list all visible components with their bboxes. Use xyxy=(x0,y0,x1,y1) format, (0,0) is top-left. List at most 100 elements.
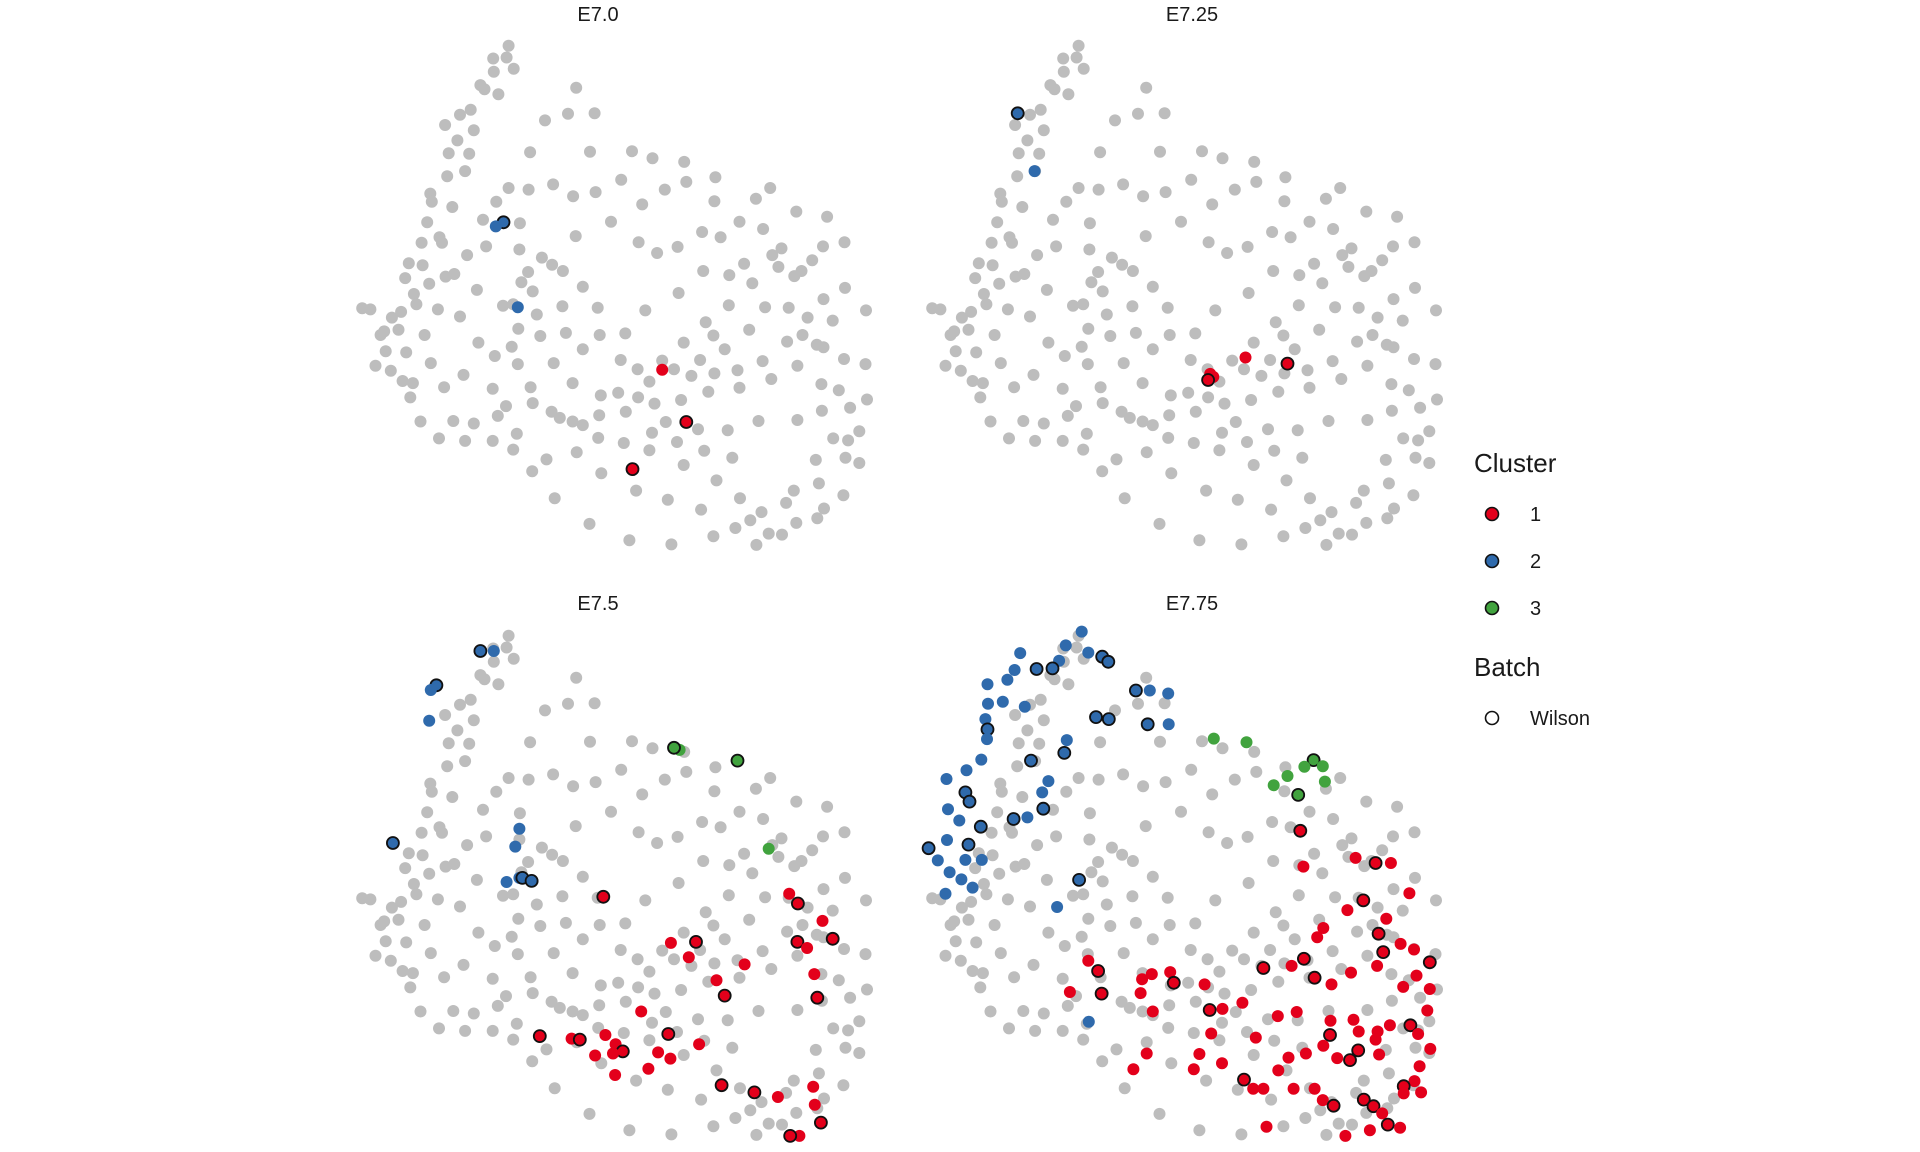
background-point xyxy=(1003,1022,1015,1035)
background-point xyxy=(744,514,757,527)
background-point xyxy=(1226,354,1239,367)
background-point xyxy=(1067,299,1079,312)
background-point xyxy=(421,216,434,229)
background-point xyxy=(1132,107,1144,120)
background-point xyxy=(722,889,735,902)
cluster-1-point xyxy=(1082,954,1095,967)
background-point xyxy=(631,363,644,376)
background-point xyxy=(415,826,428,839)
cluster-1-point xyxy=(642,1062,655,1075)
background-point xyxy=(976,377,989,390)
background-point xyxy=(1185,763,1198,776)
background-point xyxy=(675,394,688,406)
background-point xyxy=(1262,423,1274,436)
background-point xyxy=(421,806,434,819)
cluster-2-point-wilson xyxy=(473,644,488,658)
background-point xyxy=(791,359,804,372)
background-point xyxy=(1077,443,1090,456)
background-point xyxy=(646,426,658,439)
background-point xyxy=(1409,1041,1422,1054)
background-point xyxy=(721,424,734,437)
background-point xyxy=(646,1016,658,1029)
background-point xyxy=(414,415,427,428)
cluster-2-point xyxy=(943,866,956,879)
background-point xyxy=(1325,506,1338,519)
cluster-1-point xyxy=(783,887,796,900)
facet-title-e7-5: E7.5 xyxy=(577,593,618,615)
background-point xyxy=(661,1083,674,1096)
background-point xyxy=(1241,1026,1253,1038)
background-point xyxy=(668,953,680,966)
background-point xyxy=(526,465,539,478)
background-point xyxy=(994,357,1007,370)
background-point xyxy=(1061,409,1074,422)
legend-title-cluster: Cluster xyxy=(1474,448,1557,478)
background-point xyxy=(842,1024,855,1037)
background-point xyxy=(1075,930,1088,943)
background-point xyxy=(685,369,698,382)
background-point xyxy=(406,377,419,390)
background-point xyxy=(364,893,377,906)
background-point xyxy=(1037,417,1050,430)
cluster-2-point xyxy=(959,853,972,866)
background-point xyxy=(839,871,851,884)
background-point xyxy=(772,850,785,863)
facet-panel-e7-0: E7.0 xyxy=(356,4,873,551)
background-point xyxy=(677,336,690,349)
background-point xyxy=(1242,877,1255,889)
cluster-2-point-wilson xyxy=(524,874,539,888)
background-point xyxy=(746,867,759,880)
background-point xyxy=(954,364,967,377)
background-point xyxy=(478,83,491,96)
background-point xyxy=(548,1082,561,1095)
background-point xyxy=(1008,381,1021,394)
background-point xyxy=(944,919,957,931)
background-point xyxy=(1241,830,1254,843)
background-point xyxy=(507,1033,520,1046)
background-point xyxy=(1159,776,1172,789)
background-point xyxy=(665,1128,678,1141)
background-point xyxy=(1387,293,1400,306)
background-point xyxy=(472,336,485,349)
background-point xyxy=(1335,373,1348,385)
background-point xyxy=(1153,517,1166,530)
background-point xyxy=(547,357,560,370)
background-point xyxy=(1264,944,1277,956)
background-point xyxy=(1408,826,1421,839)
background-point xyxy=(1070,400,1082,413)
background-point xyxy=(772,260,785,273)
background-point xyxy=(1303,381,1316,394)
legend-label-cluster-1: 1 xyxy=(1530,504,1541,526)
background-point xyxy=(757,223,770,235)
background-point xyxy=(817,883,830,896)
background-point xyxy=(1202,826,1215,839)
cluster-1-point xyxy=(808,968,821,981)
background-point xyxy=(1162,1021,1175,1034)
background-point xyxy=(1408,236,1421,249)
background-point xyxy=(658,773,671,786)
background-point xyxy=(1229,1006,1242,1018)
background-point xyxy=(1308,847,1321,860)
background-point xyxy=(1040,283,1053,296)
background-point xyxy=(535,841,548,854)
background-point xyxy=(1202,236,1215,249)
background-point xyxy=(487,52,500,65)
background-point xyxy=(511,358,524,371)
background-point xyxy=(472,926,485,939)
cluster-1-point-wilson xyxy=(1368,856,1383,870)
cluster-2-point xyxy=(1082,1015,1095,1028)
background-point xyxy=(1238,953,1250,966)
background-point xyxy=(1379,453,1392,466)
cluster-2-point xyxy=(953,814,966,827)
background-point xyxy=(570,81,583,94)
cluster-1-point xyxy=(816,914,829,927)
background-point xyxy=(507,652,520,665)
background-point xyxy=(1001,893,1014,906)
background-point xyxy=(593,999,606,1012)
cluster-2-point xyxy=(1082,646,1095,659)
background-point xyxy=(974,391,987,404)
background-point xyxy=(1185,173,1198,186)
background-point xyxy=(500,641,513,654)
background-point xyxy=(709,171,722,184)
background-point xyxy=(418,329,431,341)
